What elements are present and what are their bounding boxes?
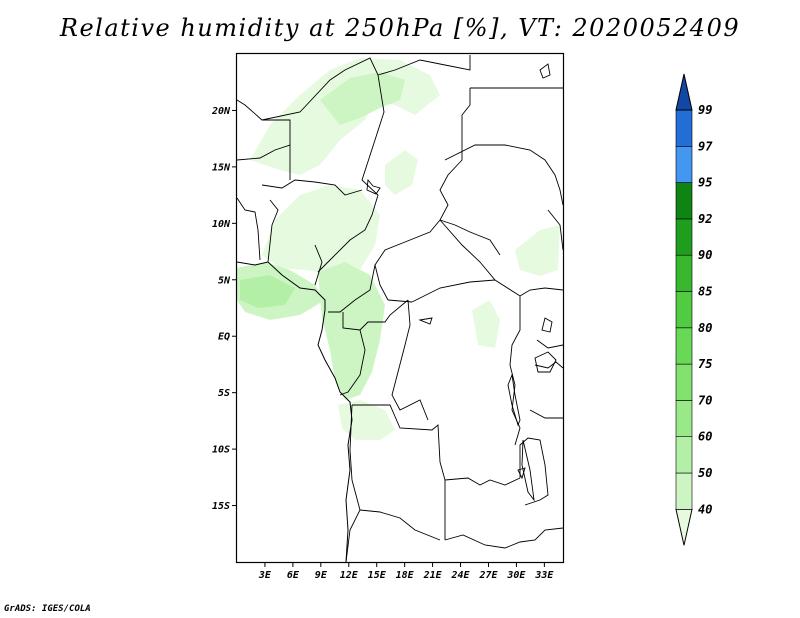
colorbar-band	[675, 400, 693, 437]
lon-tick-label: 24E	[451, 570, 471, 581]
colorbar-band	[675, 146, 693, 183]
colorbar-label: 60	[698, 430, 712, 444]
colorbar-label: 90	[698, 248, 712, 262]
colorbar-label: 95	[698, 176, 712, 190]
lon-tick-label: 33E	[534, 570, 554, 581]
colorbar-label: 85	[698, 285, 712, 299]
colorbar-band	[675, 291, 693, 329]
map-frame	[235, 52, 565, 564]
lon-tick-label: 27E	[478, 570, 498, 581]
colorbar-label: 80	[698, 321, 712, 335]
colorbar-band	[675, 218, 693, 256]
lat-tick-label: 10S	[212, 445, 230, 456]
lat-tick-label: 5S	[218, 388, 230, 399]
humidity-area-nigeria	[262, 185, 380, 275]
lakes	[366, 63, 557, 502]
lon-tick-label: 18E	[396, 570, 415, 581]
colorbar: 40 50 60 70 75 80 85 90 92 95 97 99	[675, 73, 713, 546]
humidity-area-sudan	[515, 225, 560, 276]
colorbar-label: 92	[698, 212, 712, 226]
country-borders	[236, 55, 564, 563]
lon-tick-label: 9E	[315, 570, 328, 581]
coastline	[236, 261, 353, 563]
colorbar-lower-extend	[675, 508, 693, 546]
lat-tick-label: EQ	[218, 332, 230, 343]
humidity-shading	[237, 58, 560, 440]
lon-tick-label: 12E	[340, 570, 359, 581]
humidity-area-gulf-guinea-core	[240, 275, 295, 308]
latitude-axis: 20N 15N 10N 5N EQ 5S 10S 15S	[211, 106, 237, 512]
longitude-axis: 3E 6E 9E 12E 15E 18E 21E 24E 27E 30E 33E	[258, 562, 554, 581]
colorbar-band	[675, 363, 693, 401]
lon-tick-label: 3E	[258, 570, 272, 581]
colorbar-band	[675, 472, 693, 510]
colorbar-upper-extend	[675, 73, 693, 111]
lon-tick-label: 30E	[506, 570, 526, 581]
colorbar-label: 70	[698, 393, 712, 407]
grads-credit: GrADS: IGES/COLA	[4, 604, 91, 614]
colorbar-band	[675, 182, 693, 220]
colorbar-label: 50	[698, 466, 712, 480]
humidity-area-niger-core	[320, 72, 405, 125]
colorbar-band	[675, 254, 693, 292]
colorbar-label: 97	[698, 139, 713, 153]
lat-tick-label: 15S	[212, 501, 230, 512]
colorbar-label: 40	[698, 502, 712, 516]
lon-tick-label: 15E	[368, 570, 387, 581]
colorbar-band	[675, 436, 693, 474]
humidity-area-cameroon-congo	[318, 262, 385, 400]
colorbar-label: 75	[698, 357, 712, 371]
lon-tick-label: 21E	[423, 570, 443, 581]
humidity-area-chad	[385, 150, 418, 195]
lat-tick-label: 15N	[212, 162, 231, 173]
map-title: Relative humidity at 250hPa [%], VT: 202…	[59, 14, 741, 42]
lat-tick-label: 5N	[218, 275, 231, 286]
humidity-area-congo-east	[472, 300, 500, 348]
lat-tick-label: 20N	[211, 106, 231, 117]
colorbar-label: 99	[698, 103, 712, 117]
lat-tick-label: 10N	[212, 219, 231, 230]
lon-tick-label: 6E	[287, 570, 300, 581]
humidity-area-angola-coast	[338, 400, 395, 440]
colorbar-band	[675, 109, 693, 147]
colorbar-band	[675, 327, 693, 365]
